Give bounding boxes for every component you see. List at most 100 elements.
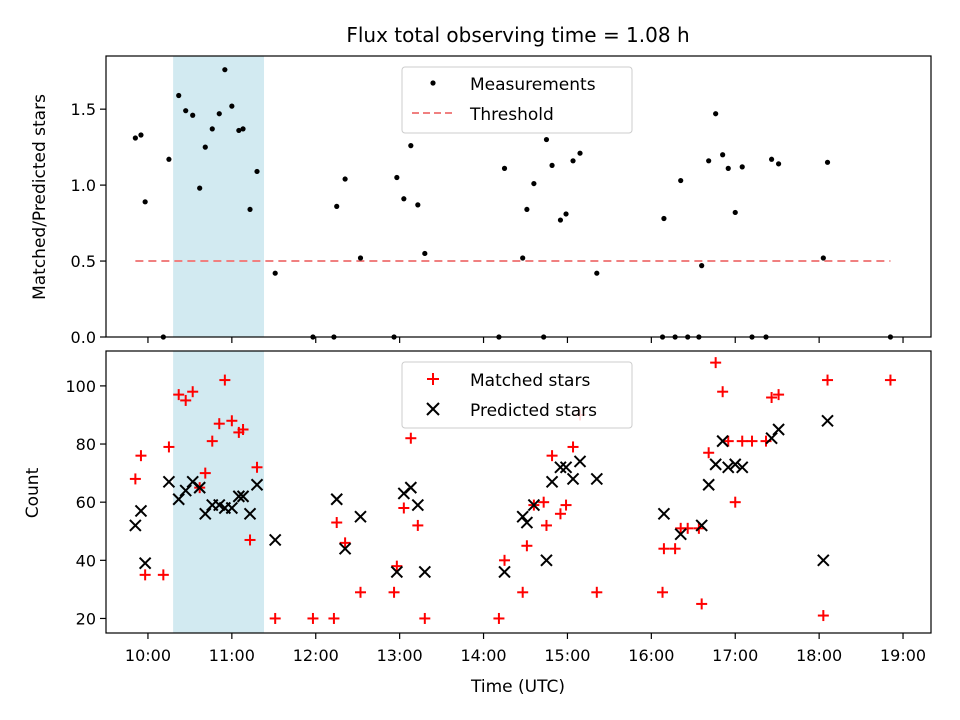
- matched-star-point: [339, 537, 351, 549]
- predicted-star-point: [134, 504, 148, 518]
- measurement-point: [190, 112, 196, 118]
- ratio-y-tick-label: 0.5: [71, 252, 96, 271]
- time-x-tick-label: 12:00: [293, 646, 339, 665]
- measurement-point: [732, 209, 738, 216]
- measurement-point: [401, 196, 407, 202]
- legend-measurements-marker: [430, 80, 436, 86]
- predicted-star-point: [232, 490, 246, 503]
- legend-predicted-label: Predicted stars: [470, 401, 597, 421]
- predicted-star-point: [354, 510, 367, 523]
- predicted-star-point: [199, 507, 212, 521]
- legend-threshold-label: Threshold: [469, 105, 554, 125]
- matched-star-point: [499, 554, 511, 566]
- matched-star-point: [554, 508, 566, 520]
- matched-star-point: [237, 423, 249, 435]
- predicted-star-point: [554, 461, 567, 474]
- predicted-star-point: [702, 478, 715, 491]
- matched-star-point: [540, 519, 552, 531]
- predicted-star-point: [418, 565, 432, 579]
- predicted-star-point: [520, 516, 534, 529]
- time-x-tick-label: 13:00: [377, 646, 423, 665]
- measurement-point: [236, 127, 242, 134]
- measurement-point: [216, 111, 222, 117]
- matched-star-point: [405, 432, 417, 444]
- measurement-point: [570, 158, 576, 164]
- predicted-star-point: [729, 458, 742, 471]
- predicted-star-point: [162, 475, 176, 489]
- matched-star-point: [746, 435, 758, 447]
- matched-star-point: [328, 612, 340, 624]
- matched-star-point: [521, 540, 533, 552]
- matched-star-point: [391, 560, 403, 572]
- matched-star-point: [199, 467, 211, 479]
- predicted-star-point: [674, 527, 687, 541]
- measurement-points: [132, 67, 894, 340]
- matched-star-point: [219, 374, 231, 386]
- predicted-star-point: [821, 414, 834, 427]
- matched-star-point: [729, 496, 741, 508]
- matched-star-point: [766, 392, 778, 404]
- measurement-point: [357, 255, 364, 261]
- time-x-tick-label: 15:00: [544, 646, 590, 665]
- count-y-tick-label: 40: [76, 551, 96, 570]
- matched-star-point: [244, 534, 256, 546]
- predicted-star-point: [516, 510, 529, 523]
- ratio-y-tick-label: 1.0: [71, 176, 96, 195]
- predicted-star-point: [573, 455, 587, 468]
- matched-star-point: [884, 374, 896, 386]
- measurement-point: [577, 150, 583, 156]
- predicted-star-point: [590, 472, 604, 486]
- measurement-point: [176, 92, 182, 99]
- predicted-star-point: [540, 554, 553, 567]
- matched-star-point: [710, 357, 722, 369]
- count-y-axis-label: Count: [23, 467, 43, 518]
- count-plot-frame: [105, 350, 932, 634]
- measurement-point: [820, 255, 826, 261]
- measurement-point: [824, 159, 831, 165]
- matched-star-point: [135, 450, 147, 462]
- measurement-point: [183, 108, 189, 114]
- measurement-point: [222, 67, 228, 73]
- matched-star-point: [657, 586, 669, 598]
- matched-star-point: [773, 389, 785, 401]
- predicted-star-point: [722, 461, 735, 474]
- predicted-star-point: [193, 481, 206, 494]
- legend-matched-label: Matched stars: [470, 371, 590, 391]
- measurement-point: [739, 164, 745, 170]
- time-x-tick-label: 11:00: [209, 646, 255, 665]
- predicted-star-point: [236, 490, 250, 503]
- time-x-tick-label: 14:00: [460, 646, 506, 665]
- measurement-point: [202, 144, 208, 150]
- time-x-tick-label: 16:00: [628, 646, 674, 665]
- count-panel: 20 40 60 80 100 10:00 11:00 12:00 13:00 14:00 15:…: [23, 350, 932, 697]
- matched-star-point: [822, 374, 834, 386]
- count-y-tick-label: 20: [76, 609, 96, 628]
- matched-star-point: [517, 586, 529, 598]
- ratio-shaded-span: [173, 56, 265, 337]
- predicted-star-point: [404, 481, 418, 494]
- ratio-y-axis: 0.0 0.5 1.0 1.5: [71, 100, 106, 347]
- measurement-point: [415, 202, 421, 208]
- measurement-point: [142, 199, 148, 205]
- measurement-point: [678, 177, 684, 184]
- measurement-point: [422, 250, 428, 257]
- ratio-panel: Flux total observing time = 1.08 h 0.00.…: [30, 23, 932, 347]
- ratio-legend: Measurements Threshold: [401, 66, 633, 134]
- matched-star-point: [591, 586, 603, 598]
- matched-star-point: [560, 499, 572, 511]
- matched-star-point: [163, 441, 175, 453]
- predicted-star-point: [390, 565, 404, 579]
- matched-star-point: [722, 435, 734, 447]
- matched-star-point: [538, 496, 550, 508]
- predicted-star-point: [657, 507, 671, 521]
- time-x-tick-label: 19:00: [880, 646, 926, 665]
- matched-star-point: [398, 502, 410, 514]
- measurement-point: [775, 161, 782, 167]
- measurement-point: [520, 255, 526, 261]
- matched-star-point: [331, 517, 343, 529]
- predicted-star-point: [498, 565, 511, 579]
- predicted-star-point: [268, 533, 282, 547]
- matched-star-point: [226, 415, 238, 427]
- measurement-point: [557, 217, 564, 223]
- time-x-tick-label: 18:00: [796, 646, 842, 665]
